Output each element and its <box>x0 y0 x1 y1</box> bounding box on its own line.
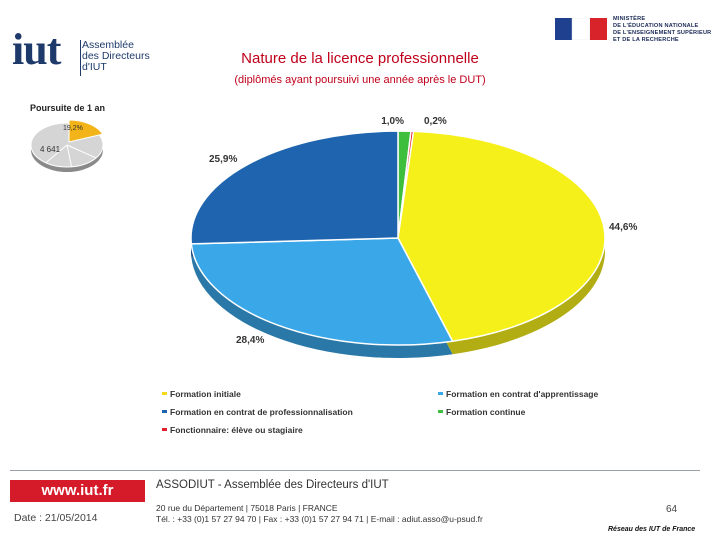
legend-label: Formation en contrat d'apprentissage <box>446 389 598 399</box>
ministry-text: MINISTÈRE DE L'ÉDUCATION NATIONALE DE L'… <box>613 16 711 44</box>
ministry-line: DE L'ENSEIGNEMENT SUPÉRIEUR <box>613 30 712 36</box>
ministry-line: DE L'ÉDUCATION NATIONALE <box>613 23 699 29</box>
inset-total-label: 4 641 <box>40 145 61 154</box>
legend-label: Formation initiale <box>170 389 241 399</box>
footer-divider <box>10 470 700 471</box>
legend-swatch <box>162 428 167 431</box>
inset-pie-divider <box>66 144 73 167</box>
legend-swatch <box>162 392 167 395</box>
pie-slice <box>190 237 454 346</box>
data-label: 44,6% <box>609 222 637 233</box>
chart-legend: Formation initiale Formation en contrat d… <box>162 389 598 435</box>
association-name: ASSODIUT - Assemblée des Directeurs d'IU… <box>156 479 389 491</box>
legend-swatch <box>162 410 167 413</box>
data-label: 25,9% <box>209 154 237 165</box>
website-link[interactable]: www.iut.fr <box>10 480 145 502</box>
ministry-line: ET DE LA RECHERCHE <box>613 37 679 43</box>
network-signature: Réseau des IUT de France <box>608 526 696 533</box>
contact-line: Tél. : +33 (0)1 57 27 94 70 | Fax : +33 … <box>156 514 483 524</box>
inset-pie-divider <box>45 144 68 164</box>
address-line: 20 rue du Département | 75018 Paris | FR… <box>156 503 338 513</box>
data-label: 0,2% <box>424 116 447 127</box>
legend-swatch <box>438 392 443 395</box>
logo-separator <box>80 40 81 76</box>
chart-title: Nature de la licence professionnelle <box>241 50 479 67</box>
main-pie: 1,0% 0,2% 44,6% 28,4% 25,9% <box>190 116 637 359</box>
chart-subtitle: (diplômés ayant poursuivi une année aprè… <box>234 74 486 86</box>
logo-org-name: Assemblée des Directeurs d'IUT <box>82 40 150 73</box>
legend-label: Formation en contrat de professionnalisa… <box>170 407 353 417</box>
data-label: 28,4% <box>236 335 264 346</box>
date-label: Date : 21/05/2014 <box>14 512 98 524</box>
iut-logo: iut Assemblée des Directeurs d'IUT <box>12 6 162 80</box>
pie-slice <box>190 130 399 245</box>
page-number: 64 <box>666 504 678 515</box>
legend-label: Formation continue <box>446 407 526 417</box>
pie-slice <box>397 130 606 343</box>
logo-org-line: Assemblée <box>82 39 134 51</box>
legend-swatch <box>438 410 443 413</box>
ministry-line: MINISTÈRE <box>613 16 646 22</box>
ministry-logo: MINISTÈRE DE L'ÉDUCATION NATIONALE DE L'… <box>555 16 715 48</box>
marianne-flag-icon <box>555 18 607 40</box>
logo-org-line: d'IUT <box>82 61 107 73</box>
logo-org-line: des Directeurs <box>82 50 150 62</box>
inset-pie-highlight <box>68 119 104 143</box>
inset-pie-divider <box>66 144 97 159</box>
logo-text: iut <box>12 25 61 74</box>
inset-title: Poursuite de 1 an <box>30 103 105 113</box>
inset-pie-chart: Poursuite de 1 an 19,2% 4 641 <box>30 103 105 172</box>
inset-highlight-label: 19,2% <box>63 125 83 132</box>
legend-label: Fonctionnaire: élève ou stagiaire <box>170 425 303 435</box>
data-label: 1,0% <box>381 116 404 127</box>
